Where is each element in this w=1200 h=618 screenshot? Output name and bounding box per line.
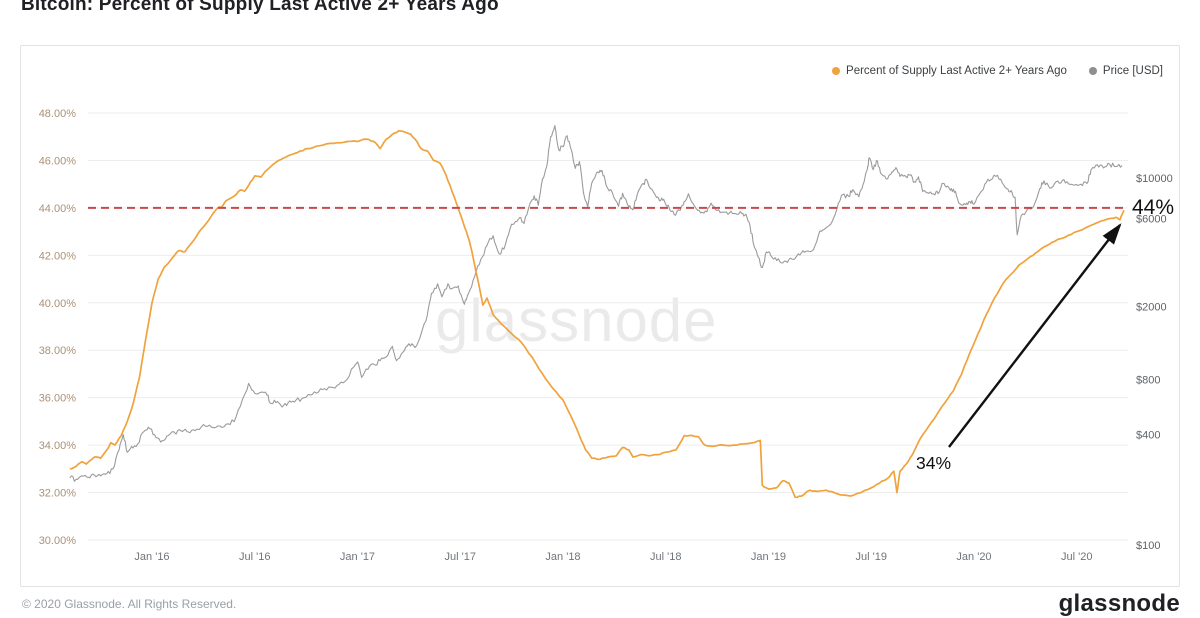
right-axis-tick-label: $6000	[1136, 214, 1167, 226]
left-axis-tick-label: 46.00%	[39, 155, 77, 167]
x-axis-tick-label: Jan '19	[751, 551, 786, 563]
x-axis-tick-label: Jan '16	[134, 551, 169, 563]
annotation-34pct: 34%	[916, 453, 951, 473]
glassnode-logo[interactable]: glassnode	[1058, 590, 1180, 617]
x-axis-tick-label: Jul '17	[445, 551, 476, 563]
right-axis-tick-label: $100	[1136, 540, 1160, 552]
x-axis-tick-label: Jul '19	[856, 551, 887, 563]
price-line	[69, 125, 1123, 482]
right-axis-tick-label: $400	[1136, 430, 1160, 442]
x-axis-tick-label: Jan '18	[545, 551, 580, 563]
right-axis-tick-label: $10000	[1136, 173, 1173, 185]
legend-label-percent: Percent of Supply Last Active 2+ Years A…	[846, 65, 1067, 77]
right-axis-tick-label: $2000	[1136, 301, 1167, 313]
left-axis-tick-label: 40.00%	[39, 298, 77, 310]
chart-card: glassnode Percent of Supply Last Active …	[20, 45, 1180, 587]
x-axis-tick-label: Jan '17	[340, 551, 375, 563]
left-axis-tick-label: 34.00%	[39, 440, 77, 452]
x-axis-tick-label: Jul '18	[650, 551, 681, 563]
left-axis-tick-label: 48.00%	[39, 108, 77, 120]
left-axis-tick-label: 32.00%	[39, 488, 77, 500]
left-axis-tick-label: 30.00%	[39, 535, 77, 547]
left-axis-tick-label: 44.00%	[39, 203, 77, 215]
annotation-44pct: 44%	[1132, 196, 1174, 219]
left-axis-tick-label: 42.00%	[39, 250, 77, 262]
legend-dot-price-icon	[1088, 67, 1097, 75]
right-axis-tick-label: $800	[1136, 374, 1160, 386]
x-axis-tick-label: Jan '20	[956, 551, 991, 563]
legend-label-price: Price [USD]	[1102, 65, 1163, 77]
copyright-text: © 2020 Glassnode. All Rights Reserved.	[22, 597, 237, 611]
page-title: Bitcoin: Percent of Supply Last Active 2…	[21, 0, 499, 15]
left-axis-tick-label: 38.00%	[39, 345, 77, 357]
annotation-arrow	[948, 223, 1122, 448]
legend-item-price[interactable]: Price [USD]	[1088, 65, 1163, 77]
x-axis-tick-label: Jul '16	[239, 551, 270, 563]
percent-supply-line	[69, 129, 1125, 499]
x-axis-tick-label: Jul '20	[1061, 551, 1092, 563]
left-axis-tick-label: 36.00%	[39, 393, 77, 405]
legend-item-percent-supply[interactable]: Percent of Supply Last Active 2+ Years A…	[832, 65, 1067, 77]
legend-dot-percent-icon	[832, 67, 841, 75]
legend: Percent of Supply Last Active 2+ Years A…	[832, 65, 1163, 77]
